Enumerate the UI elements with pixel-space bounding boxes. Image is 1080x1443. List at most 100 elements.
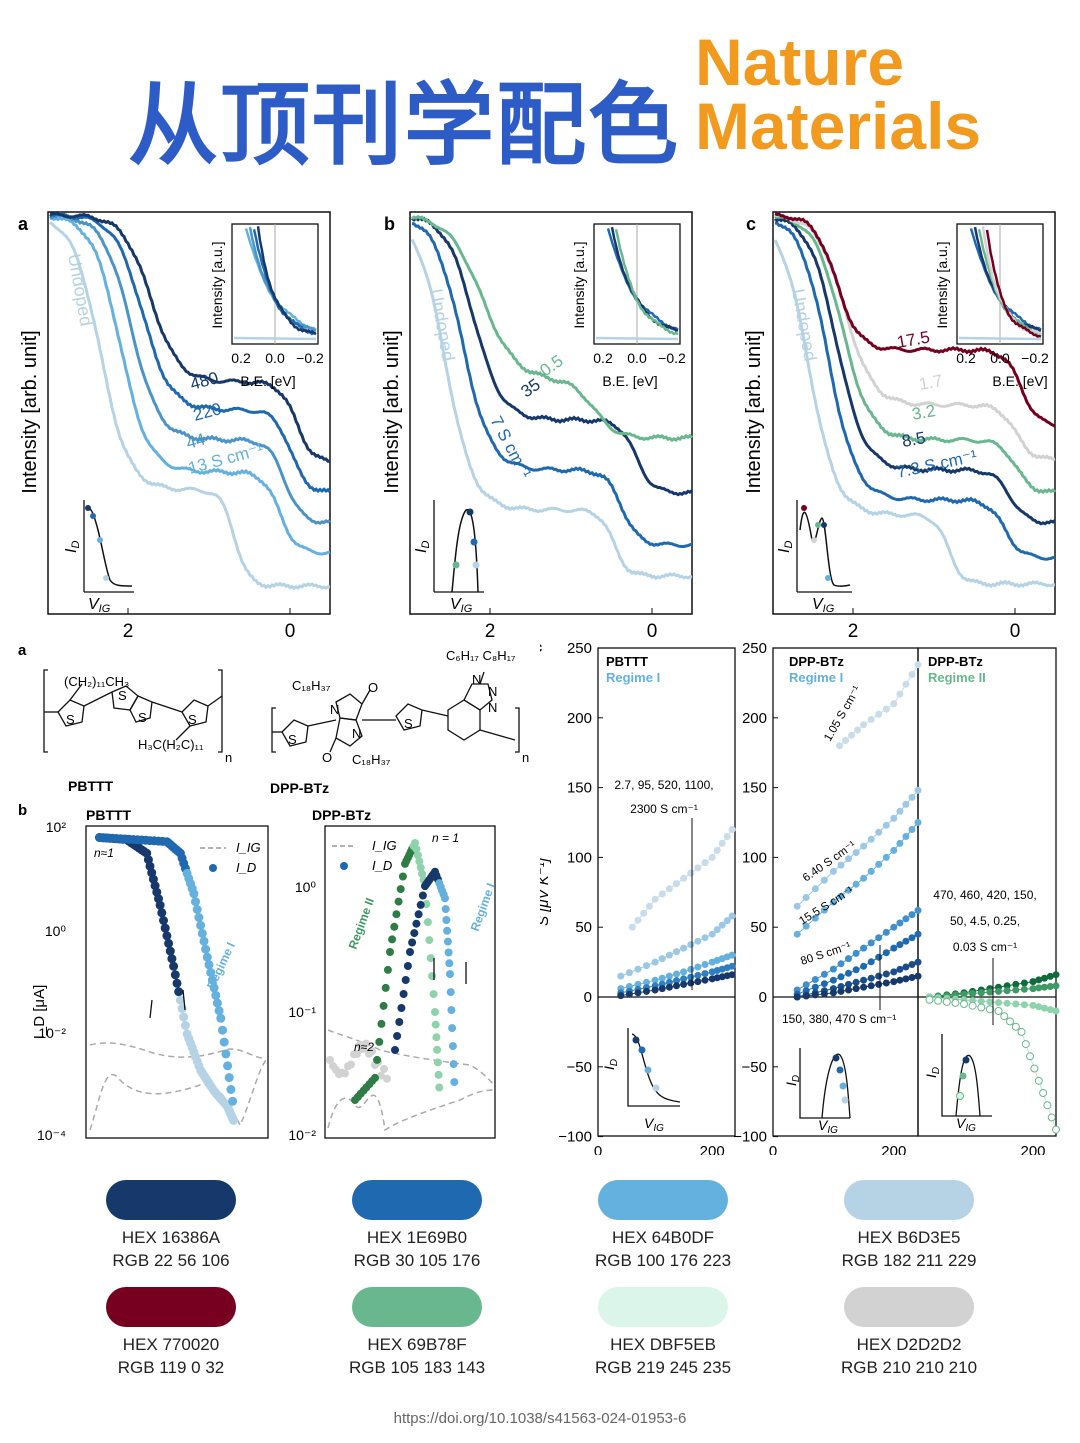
panel-b-inset-ylabel: Intensity [a.u.] xyxy=(571,241,587,328)
seebeck-point xyxy=(820,906,828,914)
seebeck-point xyxy=(658,955,666,963)
seebeck-point xyxy=(718,921,726,929)
tr-point xyxy=(379,1001,388,1010)
seebeck-point xyxy=(701,961,709,968)
tl-point xyxy=(159,916,168,925)
english-title: Nature Materials xyxy=(695,29,981,159)
seebeck-point xyxy=(860,842,868,850)
seebeck-point xyxy=(1012,986,1020,994)
tl-point xyxy=(202,952,212,962)
seebeck-point xyxy=(890,700,898,708)
seebeck-point xyxy=(890,944,898,952)
panel-c-inset-curve-0 xyxy=(958,336,1042,341)
tl-point xyxy=(164,938,174,948)
tr-point xyxy=(447,1006,456,1015)
seebeck-point xyxy=(728,962,736,970)
seebeck-point xyxy=(914,661,922,669)
pbttt-chain-bottom: H₃C(H₂C)₁₁ xyxy=(138,737,204,752)
seebeck-point xyxy=(875,828,883,836)
tr-point xyxy=(373,1055,382,1064)
seebeck-point xyxy=(837,987,845,995)
tr-point xyxy=(431,1020,440,1029)
seebeck-point xyxy=(914,786,922,794)
tl-point xyxy=(199,936,209,946)
seebeck-point xyxy=(829,989,837,997)
seebeck-point xyxy=(1000,1012,1009,1021)
dpp-name: DPP-BTz xyxy=(270,780,329,796)
seebeck-ytick-label: −100 xyxy=(558,1129,592,1146)
seebeck-point xyxy=(875,972,883,980)
doi-link[interactable]: https://doi.org/10.1038/s41563-024-01953… xyxy=(393,1410,687,1427)
swatch-b6d3e5 xyxy=(844,1180,974,1220)
dpp-o2: O xyxy=(322,750,332,765)
seebeck-point xyxy=(934,996,943,1005)
seebeck-point xyxy=(645,902,653,910)
seebeck-point xyxy=(852,949,860,957)
seebeck-point xyxy=(890,978,898,986)
tl-legend-dot xyxy=(209,864,217,872)
tr-point xyxy=(418,891,427,900)
seebeck-point xyxy=(673,948,680,956)
panel-b-curve-7-S-cm⁻¹ xyxy=(411,222,693,548)
tr-point-grey xyxy=(362,1039,370,1048)
tr-ytick-0: 10⁰ xyxy=(295,879,317,895)
top-figure: a Intensity [arb. unit] Undoped 480 220 … xyxy=(18,211,1057,640)
seebeck-point xyxy=(1043,1101,1052,1110)
panel-a-label-220: 220 xyxy=(191,399,223,425)
panel-c-curve-7.3-S-cm⁻¹ xyxy=(774,221,1056,561)
tr-point-grey xyxy=(347,1060,355,1069)
seebeck-point xyxy=(882,705,890,713)
seebeck-point xyxy=(845,955,852,963)
seebeck-p2-title: DPP-BTz xyxy=(789,654,844,669)
seebeck-point xyxy=(896,976,904,984)
seebeck-point xyxy=(960,990,968,998)
tr-point xyxy=(381,983,390,992)
panel-b: b Intensity [arb. unit] Undoped 0.5 35 7… xyxy=(381,211,694,640)
seebeck-point xyxy=(969,990,977,997)
panel-b-letter: b xyxy=(384,214,395,234)
seebeck-point xyxy=(694,978,702,986)
seebeck-point xyxy=(658,985,666,993)
dpp-o1: O xyxy=(368,680,378,695)
panel-c-schematic: ID VIG xyxy=(776,500,852,615)
swatch-rgb: RGB 182 211 229 xyxy=(841,1251,977,1270)
seebeck-point xyxy=(837,892,845,900)
panel-b-curve-35 xyxy=(411,216,693,497)
tl-point xyxy=(170,970,180,980)
seebeck-point xyxy=(713,846,721,854)
tr-point xyxy=(416,863,425,872)
panel-c-label-7.3: 7.3 S cm⁻¹ xyxy=(895,446,979,482)
panel-c: c Intensity [arb. unit] Undoped 17.5 1.7… xyxy=(743,211,1057,640)
tr-ann-n2: n≈2 xyxy=(354,1040,374,1054)
seebeck-point xyxy=(1052,971,1060,979)
tl-point xyxy=(226,1085,236,1094)
seebeck-point xyxy=(882,949,890,957)
tr-point xyxy=(428,972,437,981)
seebeck-xtick-label: 200 xyxy=(1020,1143,1045,1155)
seebeck-point xyxy=(617,992,625,1000)
seebeck-point xyxy=(1052,1007,1060,1015)
tr-legend-id: I_D xyxy=(372,858,392,873)
panel-b-inset-tick-1: 0.0 xyxy=(627,350,647,366)
panel-c-xtick-2: 2 xyxy=(848,621,859,640)
tr-point xyxy=(383,965,392,974)
seebeck-point xyxy=(687,979,695,987)
tl-point xyxy=(169,961,179,971)
seebeck-point xyxy=(842,737,849,744)
seebeck-ytick-label: −100 xyxy=(733,1129,767,1146)
seebeck-point xyxy=(896,941,904,949)
seebeck-ytick-label: 50 xyxy=(750,919,767,936)
transfer-letter: b xyxy=(18,802,27,819)
tl-point xyxy=(214,1006,224,1016)
panel-c-label-8.5: 8.5 xyxy=(900,428,927,451)
seebeck-p1-frame xyxy=(597,647,736,1137)
seebeck-point xyxy=(977,997,985,1005)
swatch-d2d2d2 xyxy=(844,1287,974,1327)
seebeck-figure: c S [μV K⁻¹] 250 250 200 200 150 150 100 100 50 5… xyxy=(540,639,1060,1155)
tl-ig-curve-2 xyxy=(89,1059,267,1131)
seebeck-point xyxy=(793,993,801,1001)
seebeck-point xyxy=(1003,999,1011,1007)
tl-point xyxy=(179,1012,189,1022)
seebeck-p1-title: PBTTT xyxy=(606,654,648,669)
tl-point xyxy=(191,897,200,907)
